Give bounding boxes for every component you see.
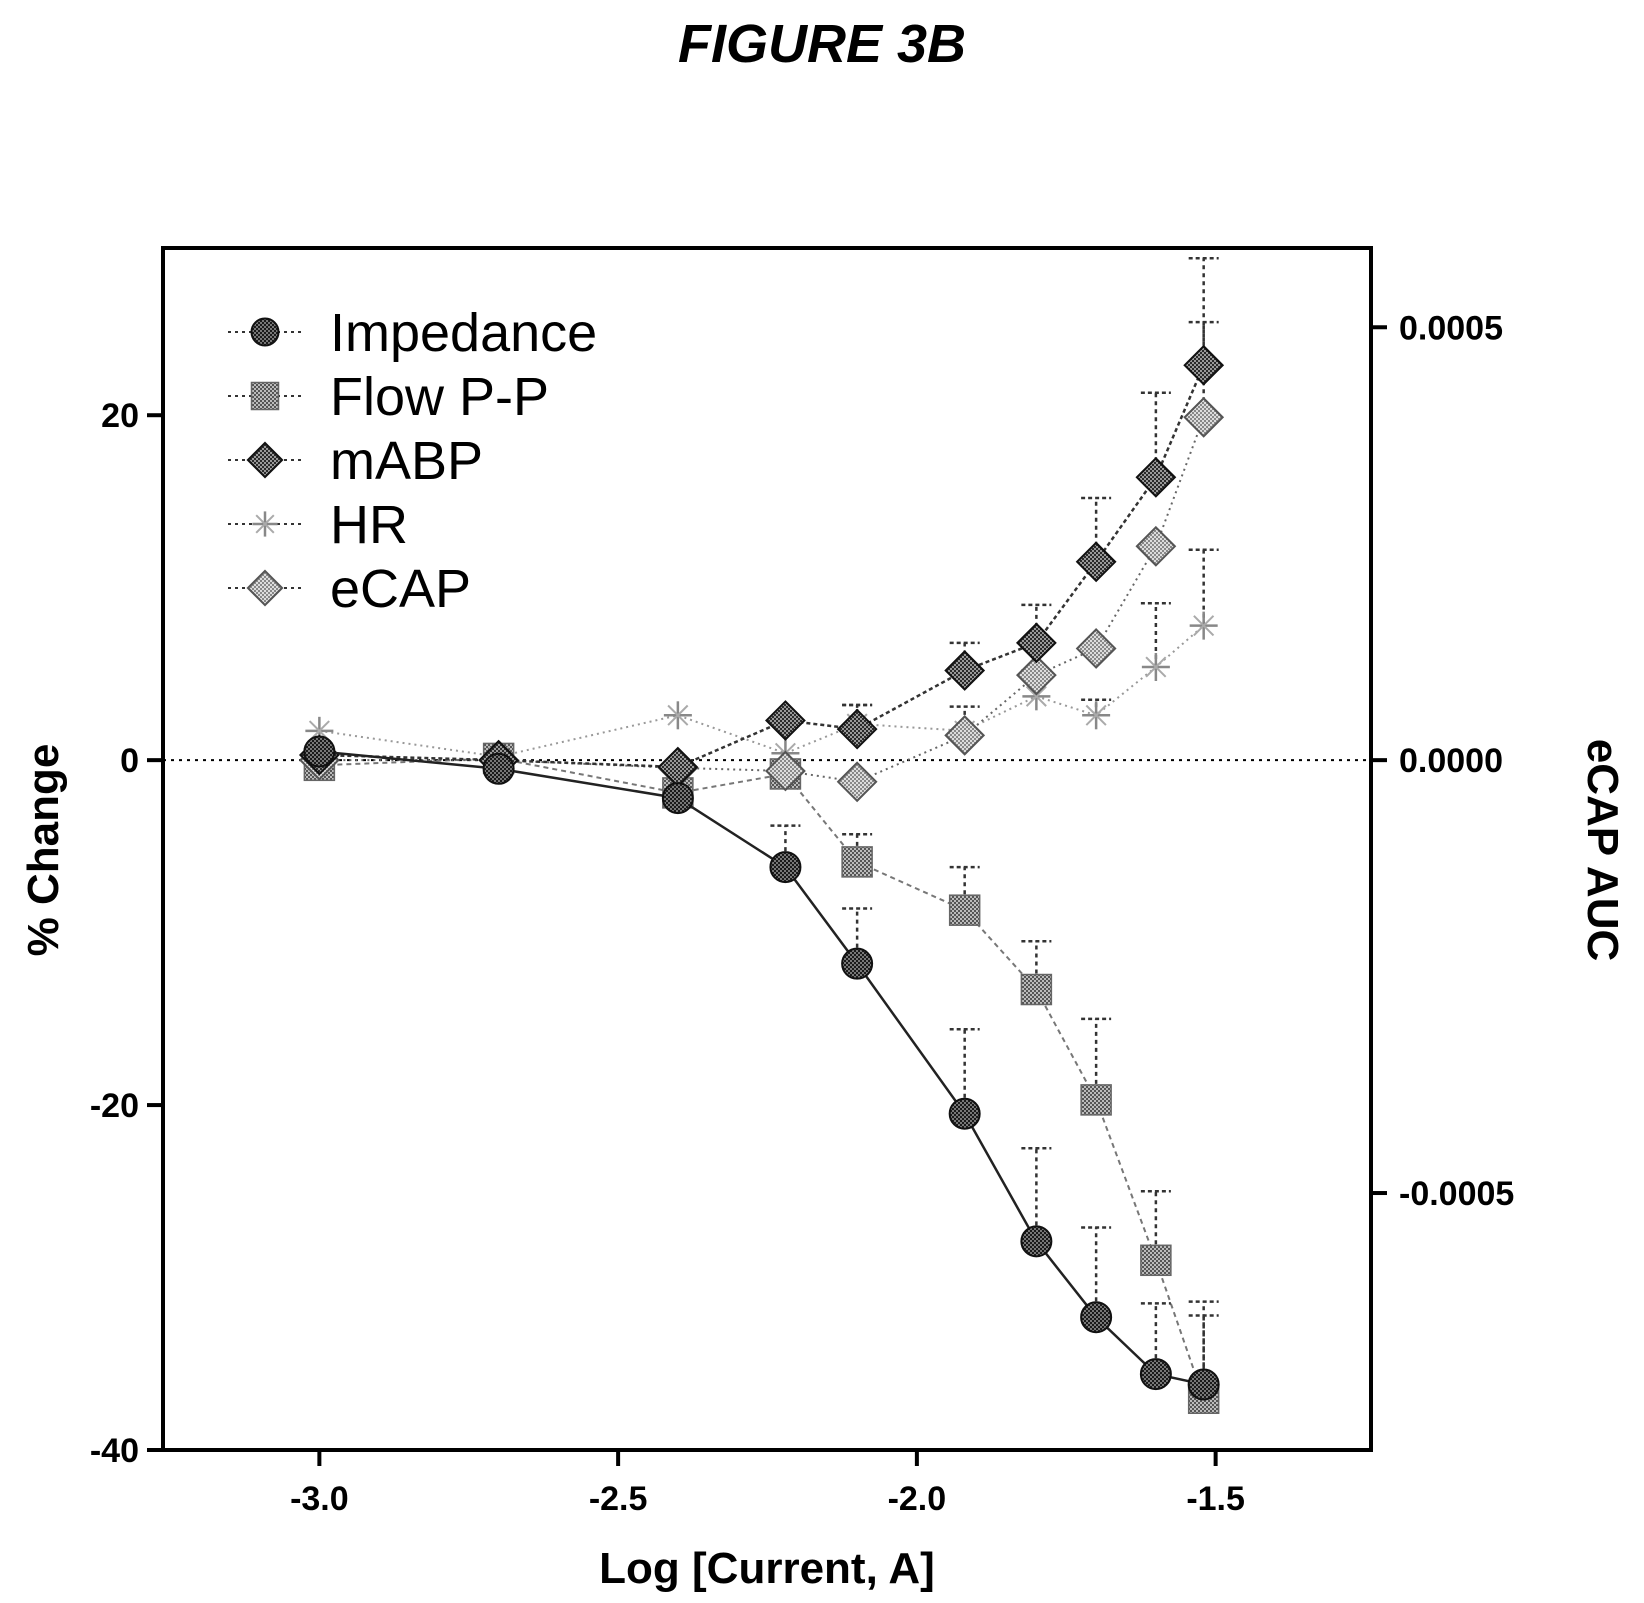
data-point-flow-p-p bbox=[948, 894, 981, 926]
data-point-hr bbox=[1082, 701, 1111, 730]
data-point-ecap bbox=[1015, 654, 1057, 696]
y-axis-left: -40 -20 0 20 bbox=[90, 397, 163, 1470]
data-point-ecap bbox=[1183, 396, 1225, 438]
data-point-impedance bbox=[841, 947, 874, 980]
data-point-flow-p-p bbox=[1020, 973, 1053, 1006]
x-tick-label: -2.0 bbox=[888, 1480, 947, 1518]
data-point-mabp bbox=[765, 700, 806, 741]
y-axis-right: -0.0005 0.0000 0.0005 bbox=[1371, 309, 1514, 1213]
data-point-impedance bbox=[769, 851, 802, 884]
data-point-mabp bbox=[1183, 344, 1225, 386]
legend-item-flow-p-p: Flow P-P bbox=[228, 367, 549, 427]
legend-marker-hr bbox=[252, 511, 278, 537]
y-tick-label: -40 bbox=[90, 1432, 139, 1470]
data-point-ecap bbox=[836, 761, 878, 803]
y-axis-title: % Change bbox=[19, 744, 68, 957]
legend-item-mabp: mABP bbox=[228, 431, 483, 491]
data-point-mabp bbox=[1135, 456, 1177, 498]
series-impedance bbox=[303, 735, 1220, 1401]
legend-marker-impedance bbox=[250, 317, 280, 347]
series-line-mabp bbox=[319, 364, 1205, 769]
legend-item-impedance: Impedance bbox=[228, 303, 597, 363]
x-tick-label: -2.5 bbox=[589, 1480, 648, 1518]
plot-frame bbox=[161, 246, 1373, 1452]
x-tick-label: -3.0 bbox=[290, 1480, 349, 1518]
data-point-mabp bbox=[944, 650, 986, 691]
data-point-impedance bbox=[303, 735, 336, 768]
y-tick-label: 0 bbox=[120, 742, 139, 780]
legend-item-hr: HR bbox=[228, 495, 408, 555]
legend-label: eCAP bbox=[330, 559, 471, 619]
legend-label: Impedance bbox=[330, 303, 597, 363]
legend-marker-mabp bbox=[246, 441, 284, 479]
data-point-mabp bbox=[1015, 622, 1057, 664]
data-point-impedance bbox=[1187, 1368, 1220, 1401]
data-point-ecap bbox=[1135, 525, 1177, 567]
data-point-ecap bbox=[1075, 628, 1117, 669]
legend-marker-flow-p-p bbox=[250, 381, 280, 411]
data-point-hr bbox=[663, 701, 692, 730]
axes: -3.0 -2.5 -2.0 -1.5 -40 -20 0 20 -0.0005 0.0000… bbox=[19, 246, 1627, 1593]
data-point-impedance bbox=[661, 782, 694, 815]
legend-label: Flow P-P bbox=[330, 367, 549, 427]
data-point-impedance bbox=[1020, 1225, 1053, 1258]
data-point-hr bbox=[1189, 611, 1218, 640]
y2-tick-label: 0.0005 bbox=[1399, 309, 1503, 347]
figure-title: FIGURE 3B bbox=[678, 14, 966, 74]
data-point-hr bbox=[1141, 653, 1170, 682]
legend-marker-ecap bbox=[246, 569, 284, 607]
data-point-impedance bbox=[1139, 1358, 1172, 1391]
data-point-impedance bbox=[1080, 1301, 1113, 1334]
y2-axis-title: eCAP AUC bbox=[1578, 739, 1627, 962]
data-point-impedance bbox=[948, 1097, 981, 1130]
x-tick-label: -1.5 bbox=[1186, 1480, 1245, 1518]
y-tick-label: -20 bbox=[90, 1087, 139, 1125]
data-point-ecap bbox=[765, 750, 806, 792]
data-point-flow-p-p bbox=[1080, 1084, 1112, 1116]
y2-tick-label: 0.0000 bbox=[1399, 742, 1503, 780]
x-axis: -3.0 -2.5 -2.0 -1.5 bbox=[290, 1450, 1245, 1518]
plot-area bbox=[163, 257, 1371, 1415]
x-axis-title: Log [Current, A] bbox=[599, 1544, 935, 1593]
series-line-hr bbox=[319, 624, 1205, 758]
series-line-impedance bbox=[319, 750, 1204, 1386]
legend-label: HR bbox=[330, 495, 408, 555]
y2-tick-label: -0.0005 bbox=[1399, 1175, 1514, 1213]
data-point-mabp bbox=[1075, 541, 1117, 583]
data-point-impedance bbox=[482, 752, 515, 785]
series-line-flow-p-p bbox=[319, 757, 1205, 1399]
legend-label: mABP bbox=[330, 431, 483, 491]
data-point-mabp bbox=[836, 708, 878, 750]
data-point-ecap bbox=[944, 714, 986, 756]
y-tick-label: 20 bbox=[101, 397, 139, 435]
legend-item-ecap: eCAP bbox=[228, 559, 471, 619]
data-point-flow-p-p bbox=[841, 846, 873, 878]
data-point-flow-p-p bbox=[1140, 1244, 1172, 1277]
